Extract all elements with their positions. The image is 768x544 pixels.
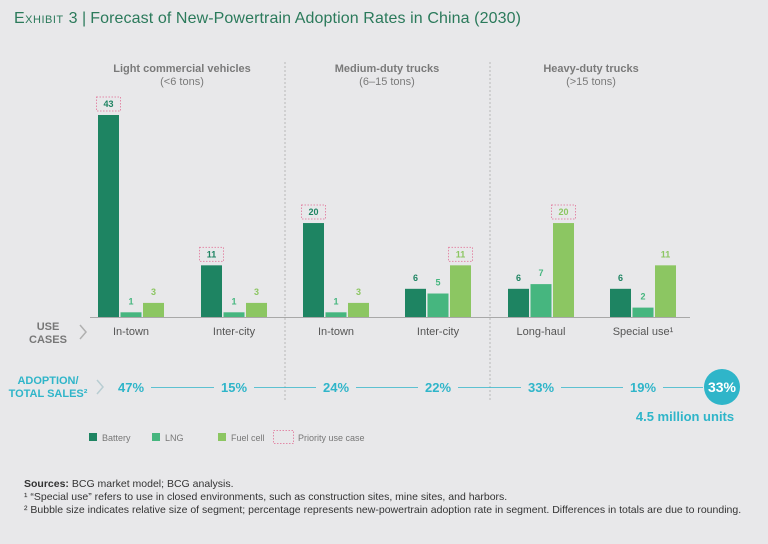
footnote-1: ¹ “Special use” refers to use in closed … xyxy=(24,491,508,503)
title-separator: | xyxy=(81,10,87,27)
use-case-label-6: Special use¹ xyxy=(613,326,674,338)
bar-battery-5 xyxy=(508,288,529,317)
bar-lng-1 xyxy=(120,312,142,317)
total-units: 4.5 million units xyxy=(636,409,734,424)
priority-marker xyxy=(96,96,121,112)
adoption-rate-5: 33% xyxy=(528,380,554,395)
group-subtitle-lcv: (<6 tons) xyxy=(160,76,204,88)
adoption-rate-2: 15% xyxy=(221,380,247,395)
bar-battery-1 xyxy=(98,115,119,317)
legend-label-lng: LNG xyxy=(165,433,184,443)
value-label-lng-6: 2 xyxy=(640,292,645,302)
use-case-label-4: Inter-city xyxy=(417,326,460,338)
chart: Light commercial vehicles (<6 tons) Medi… xyxy=(9,62,740,444)
bar-lng-5 xyxy=(530,284,552,317)
exhibit-title: Exhibit 3 | Forecast of New-Powertrain Ado… xyxy=(14,10,521,28)
group-title-lcv: Light commercial vehicles xyxy=(113,63,251,75)
value-label-lng-5: 7 xyxy=(538,268,543,278)
value-label-fuel-cell-5: 20 xyxy=(558,207,568,217)
value-label-lng-4: 5 xyxy=(435,278,440,288)
bar-fuel-cell-3 xyxy=(348,302,369,317)
group-title-mdt: Medium-duty trucks xyxy=(335,63,440,75)
legend-swatch-fuel-cell xyxy=(218,433,226,441)
adoption-rate-3: 24% xyxy=(323,380,349,395)
total-rate: 33% xyxy=(708,379,737,395)
bar-lng-4 xyxy=(427,293,449,317)
row-label-adoption-2: TOTAL SALES² xyxy=(9,388,88,400)
chevron-right-icon xyxy=(79,324,87,340)
bar-lng-6 xyxy=(632,307,654,317)
group-subtitle-mdt: (6–15 tons) xyxy=(359,76,415,88)
group-title-hdt: Heavy-duty trucks xyxy=(543,63,638,75)
value-label-battery-1: 43 xyxy=(103,99,113,109)
value-label-fuel-cell-2: 3 xyxy=(254,287,259,297)
value-label-fuel-cell-3: 3 xyxy=(356,287,361,297)
bar-fuel-cell-4 xyxy=(450,265,471,317)
value-label-fuel-cell-4: 11 xyxy=(456,249,466,259)
row-label-use-cases-1: USE xyxy=(37,321,60,333)
bar-battery-3 xyxy=(303,223,324,317)
chevron-right-icon xyxy=(96,379,104,395)
sources-text: BCG market model; BCG analysis. xyxy=(68,478,234,490)
value-label-fuel-cell-6: 11 xyxy=(661,249,671,259)
value-label-battery-4: 6 xyxy=(413,273,418,283)
legend: Battery LNG Fuel cell Priority use case xyxy=(89,430,365,444)
value-label-fuel-cell-1: 3 xyxy=(151,287,156,297)
legend-swatch-priority xyxy=(273,430,294,444)
value-label-battery-2: 11 xyxy=(207,249,217,259)
use-case-label-5: Long-haul xyxy=(517,326,566,338)
priority-marker xyxy=(199,246,224,262)
legend-label-fuel-cell: Fuel cell xyxy=(231,433,265,443)
total-bubble xyxy=(704,369,740,405)
bar-fuel-cell-2 xyxy=(246,302,267,317)
use-case-label-1: In-town xyxy=(113,326,149,338)
row-label-use-cases-2: CASES xyxy=(29,334,67,346)
value-label-lng-3: 1 xyxy=(333,296,338,306)
bar-fuel-cell-5 xyxy=(553,223,574,317)
row-label-adoption-1: ADOPTION/ xyxy=(17,375,78,387)
group-headers: Light commercial vehicles (<6 tons) Medi… xyxy=(113,63,638,88)
adoption-rate-4: 22% xyxy=(425,380,451,395)
legend-swatch-battery xyxy=(89,433,97,441)
legend-swatch-lng xyxy=(152,433,160,441)
footnote-2: ² Bubble size indicates relative size of… xyxy=(24,504,742,516)
priority-marker xyxy=(448,246,473,262)
sources-label: Sources: xyxy=(24,478,69,490)
sources-line: Sources: BCG market model; BCG analysis. xyxy=(24,478,744,491)
adoption-rates: 47% 15% 24% 22% 33% 19% xyxy=(118,380,703,395)
bar-fuel-cell-1 xyxy=(143,302,164,317)
exhibit-number: Exhibit 3 xyxy=(14,10,78,27)
bar-fuel-cell-6 xyxy=(655,265,676,317)
bar-battery-2 xyxy=(201,265,222,317)
value-label-lng-2: 1 xyxy=(231,296,236,306)
use-case-labels: In-town Inter-city In-town Inter-city Long-h… xyxy=(113,326,674,338)
adoption-rate-6: 19% xyxy=(630,380,656,395)
bar-lng-2 xyxy=(223,312,245,317)
bar-lng-3 xyxy=(325,312,347,317)
value-label-battery-5: 6 xyxy=(516,273,521,283)
use-case-label-3: In-town xyxy=(318,326,354,338)
group-subtitle-hdt: (>15 tons) xyxy=(566,76,616,88)
priority-marker xyxy=(301,204,326,220)
priority-marker xyxy=(551,204,576,220)
bar-battery-6 xyxy=(610,288,631,317)
legend-label-battery: Battery xyxy=(102,433,131,443)
bar-battery-4 xyxy=(405,288,426,317)
value-label-battery-6: 6 xyxy=(618,273,623,283)
use-case-label-2: Inter-city xyxy=(213,326,256,338)
chart-title: Forecast of New-Powertrain Adoption Rate… xyxy=(90,10,522,27)
footnotes: Sources: BCG market model; BCG analysis.… xyxy=(24,478,744,517)
value-label-lng-1: 1 xyxy=(128,296,133,306)
adoption-rate-1: 47% xyxy=(118,380,144,395)
legend-label-priority: Priority use case xyxy=(298,433,365,443)
value-label-battery-3: 20 xyxy=(308,207,318,217)
